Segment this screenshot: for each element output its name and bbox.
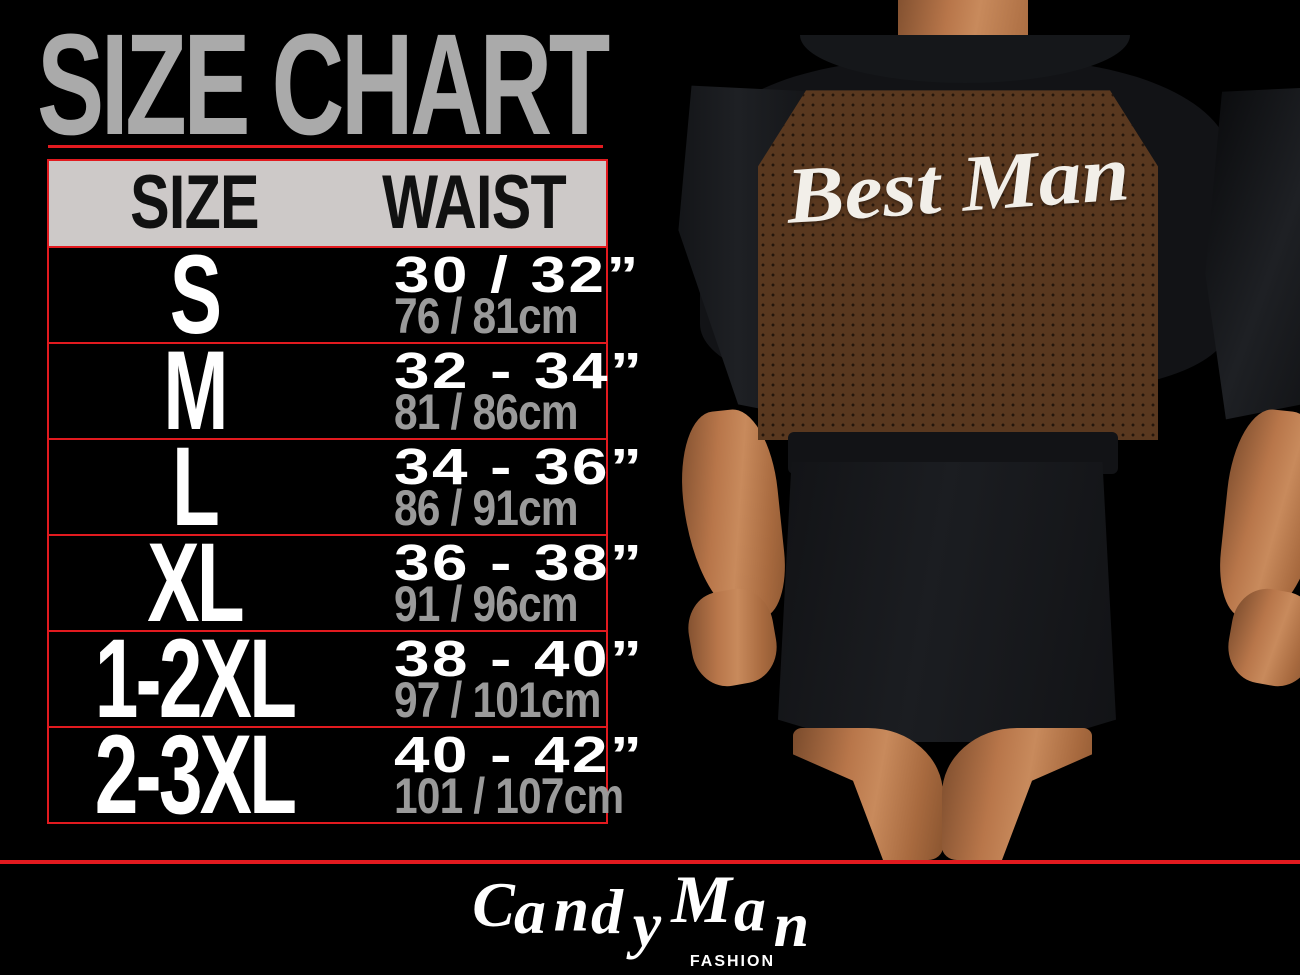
svg-text:C: C [472, 869, 516, 940]
svg-text:a: a [734, 874, 766, 945]
svg-text:a: a [514, 876, 546, 947]
svg-text:n: n [774, 889, 809, 960]
svg-text:M: M [670, 861, 734, 937]
svg-text:n: n [554, 874, 589, 945]
svg-text:d: d [591, 876, 624, 947]
svg-text:y: y [626, 889, 662, 960]
